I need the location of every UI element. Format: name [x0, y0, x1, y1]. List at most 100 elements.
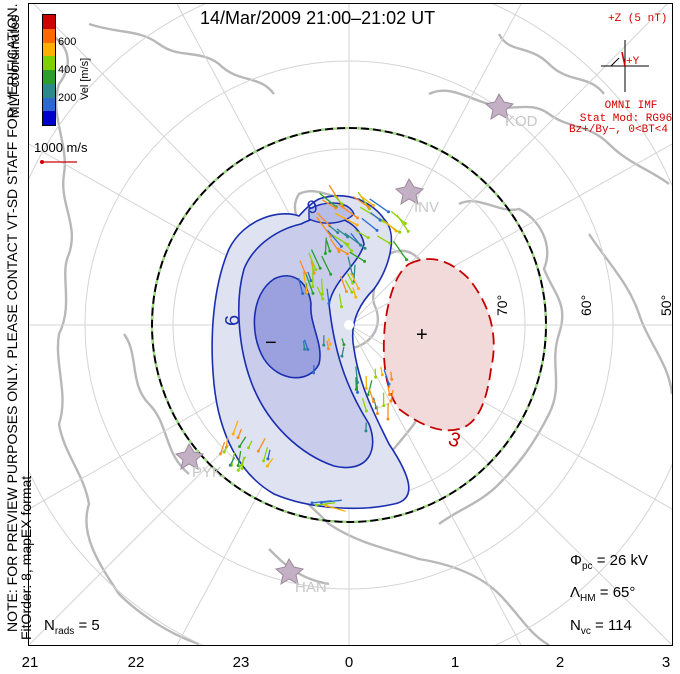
velocity-vector: [297, 277, 304, 294]
velocity-vector-origin: [389, 399, 393, 403]
velocity-vector: [262, 447, 269, 462]
heppner-maynard-boundary-dash: [151, 127, 547, 523]
velocity-vector-origin: [355, 223, 359, 227]
velocity-vector: [361, 217, 378, 231]
velocity-vector: [361, 398, 368, 412]
velocity-vector-origin: [303, 347, 307, 351]
colorbar-swatch: [43, 28, 55, 43]
velocity-vector-origin: [404, 258, 408, 262]
velocity-vector: [376, 235, 391, 244]
velocity-vector-origin: [310, 501, 314, 505]
velocity-vector: [316, 212, 331, 227]
fit-order-note: FitOrder: 8, mapEX format: [18, 475, 34, 640]
velocity-vector-origin: [312, 371, 316, 375]
velocity-vector: [330, 233, 349, 245]
colorbar-swatch: [43, 97, 55, 112]
velocity-vector-origin: [380, 373, 384, 377]
velocity-vector: [344, 232, 366, 249]
velocity-vector: [321, 199, 336, 209]
velocity-vector: [367, 380, 373, 395]
contour-label-6: 6: [222, 315, 244, 326]
velocity-vector: [352, 195, 369, 208]
velocity-vector-origin: [240, 467, 244, 471]
velocity-vector-origin: [354, 295, 358, 299]
velocity-vector-origin: [337, 250, 341, 254]
colorbar-label: Vel [m/s]: [79, 57, 91, 100]
radar-label-kod: KOD: [505, 113, 538, 130]
velocity-vector-origin: [378, 218, 382, 222]
velocity-vector-origin: [339, 244, 343, 248]
velocity-vector: [336, 228, 348, 238]
velocity-vector: [237, 428, 243, 438]
velocity-vector-origin: [356, 390, 360, 394]
velocity-vector-origin: [309, 279, 313, 283]
velocity-vector-origin: [351, 281, 355, 285]
velocity-vector-origin: [366, 236, 370, 240]
map-title: 14/Mar/2009 21:00–21:02 UT: [200, 8, 436, 28]
latitude-label-50: 50°: [658, 294, 674, 316]
velocity-vector-origin: [262, 459, 266, 463]
velocity-vector: [316, 502, 336, 506]
imf-model: Stat Mod: RG96: [579, 113, 673, 125]
velocity-vector-origin: [222, 450, 226, 454]
mlt-label-23: 23: [232, 654, 250, 671]
stat-lambda-hm-symbol: Λ: [570, 584, 581, 601]
stat-n-rads: Nrads = 5: [44, 617, 100, 637]
stat-phi-pc: Φpc = 26 kV: [570, 552, 648, 572]
stat-n-rads-value: = 5: [78, 617, 100, 634]
velocity-vector-origin: [328, 342, 332, 346]
velocity-vector: [321, 255, 332, 275]
velocity-vector-origin: [386, 210, 390, 214]
velocity-vector-origin: [327, 301, 331, 305]
velocity-vector: [372, 397, 377, 409]
velocity-vector-origin: [374, 375, 378, 379]
velocity-vector: [310, 249, 321, 269]
mlt-label-3: 3: [661, 654, 671, 671]
velocity-vector-origin: [303, 271, 307, 275]
velocity-vector-origin: [388, 241, 392, 245]
velocity-vector-origin: [356, 287, 360, 291]
colorbar-swatch: [43, 70, 55, 84]
stat-n-vc-symbol: N: [570, 617, 581, 634]
velocity-vector-origin: [329, 272, 333, 276]
velocity-vector-origin: [218, 452, 222, 456]
velocity-vector-origin: [231, 432, 235, 436]
velocity-vector-origin: [344, 289, 348, 293]
reference-vector-dot: [40, 160, 44, 164]
velocity-vector: [337, 247, 348, 255]
velocity-vector: [257, 438, 266, 452]
velocity-vector-origin: [406, 229, 410, 233]
latitude-label-60: 60°: [578, 294, 594, 316]
velocity-vector: [390, 389, 394, 402]
velocity-vector-origin: [238, 444, 242, 448]
velocity-vector-origin: [314, 268, 318, 272]
velocity-vector-origin: [388, 393, 392, 397]
radar-label-inv: INV: [414, 199, 439, 216]
velocity-vector: [308, 252, 317, 270]
velocity-vector: [341, 346, 345, 357]
velocity-vector-origin: [363, 246, 367, 250]
velocity-vector: [334, 212, 358, 226]
velocity-vector-origin: [306, 347, 310, 351]
velocity-vector-origin: [375, 412, 379, 416]
velocity-vector-origin: [350, 249, 354, 253]
imf-vector: [621, 51, 626, 67]
velocity-vector: [352, 287, 357, 298]
stat-lambda-hm-sub: HM: [580, 593, 596, 604]
velocity-vector: [327, 229, 342, 247]
velocity-vector-origin: [340, 202, 344, 206]
velocity-vector: [302, 271, 308, 293]
velocity-vector-origin: [366, 393, 370, 397]
velocity-vector: [316, 286, 324, 300]
velocity-vector: [338, 293, 343, 307]
velocity-vector: [396, 214, 409, 232]
velocity-vector-origin: [371, 400, 375, 404]
velocity-vector: [339, 275, 348, 292]
velocity-vector: [328, 225, 339, 234]
velocity-vector-origin: [236, 468, 240, 472]
stat-phi-pc-symbol: Φ: [570, 552, 582, 569]
velocity-vector-origin: [367, 205, 371, 209]
velocity-vector-origin: [398, 230, 402, 234]
colorbar-swatch: [43, 15, 55, 29]
velocity-vector: [305, 273, 314, 294]
